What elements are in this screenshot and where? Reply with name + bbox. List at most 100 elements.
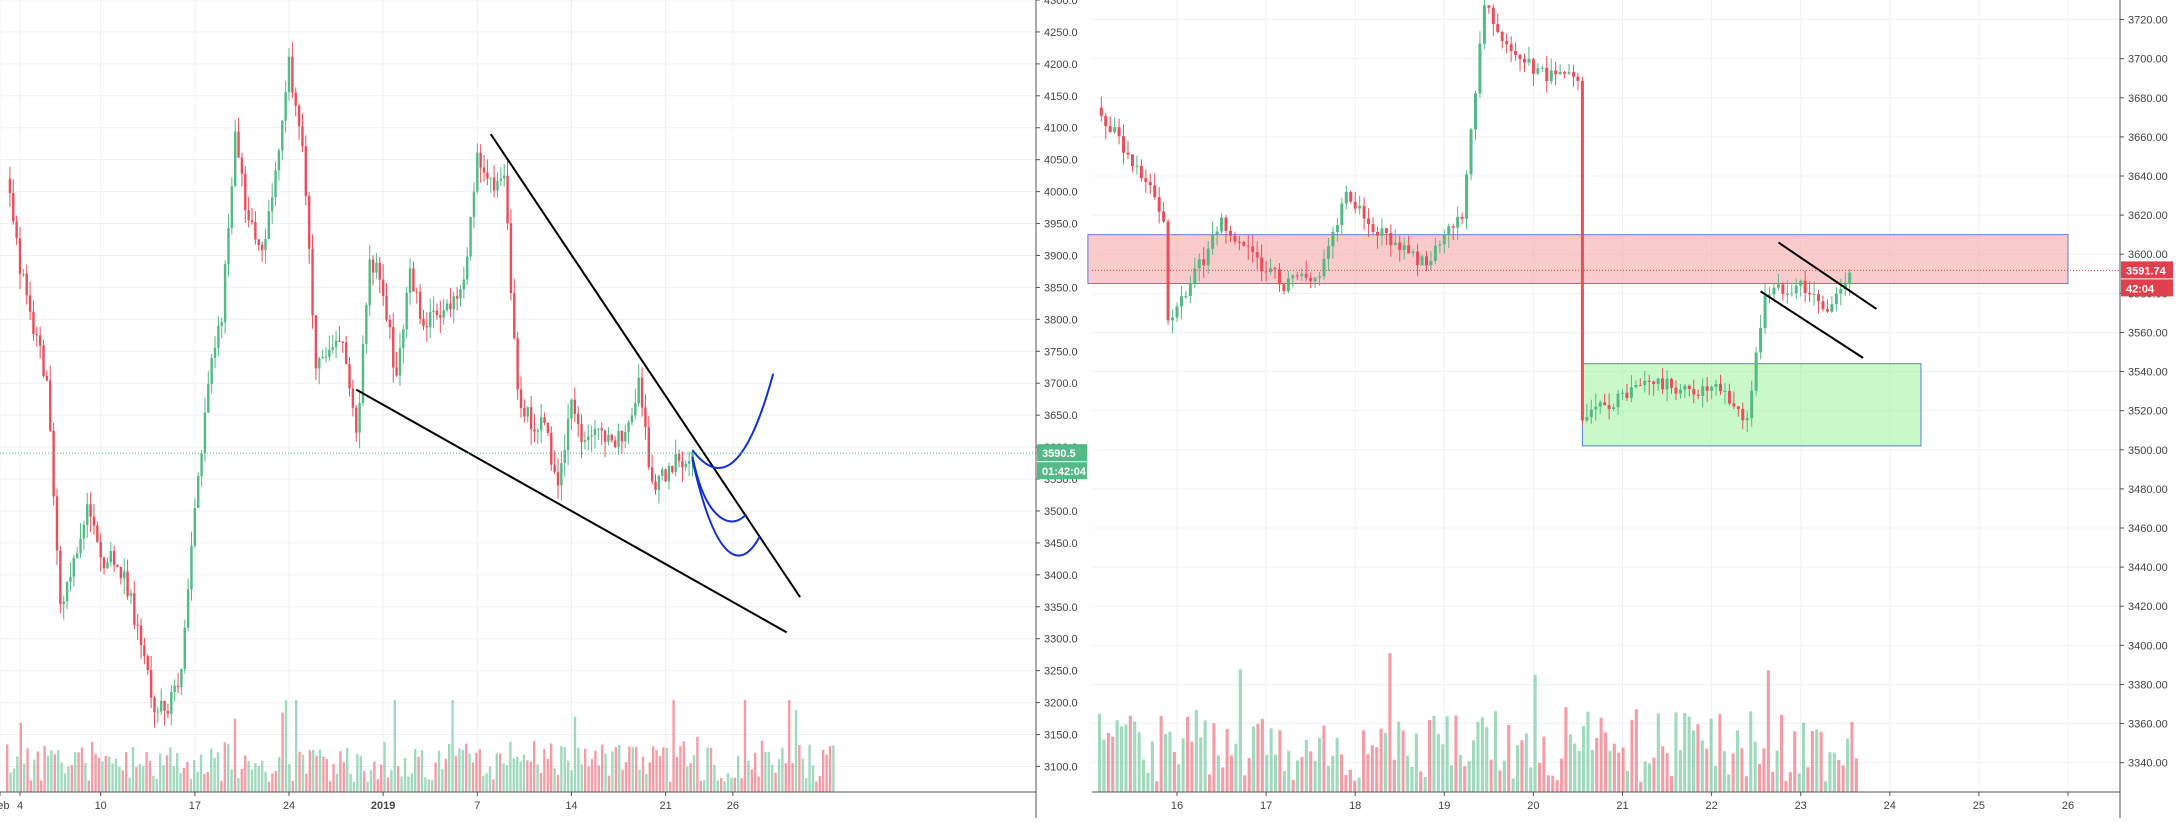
- candle-body[interactable]: [1812, 294, 1816, 296]
- candle-body[interactable]: [1402, 245, 1406, 250]
- candle-body[interactable]: [351, 388, 355, 408]
- candle-body[interactable]: [1108, 126, 1112, 133]
- candle-body[interactable]: [160, 701, 163, 712]
- candle-body[interactable]: [1433, 245, 1437, 261]
- candle-body[interactable]: [509, 223, 513, 293]
- candle-body[interactable]: [1135, 165, 1139, 167]
- candle-body[interactable]: [523, 407, 526, 417]
- candle-body[interactable]: [543, 417, 546, 423]
- candle-body[interactable]: [499, 178, 503, 181]
- candle-body[interactable]: [1220, 217, 1224, 232]
- candle-body[interactable]: [1727, 390, 1731, 404]
- candle-body[interactable]: [1099, 107, 1103, 116]
- candle-body[interactable]: [1255, 252, 1259, 258]
- candle-body[interactable]: [163, 701, 166, 711]
- candle-body[interactable]: [65, 582, 69, 602]
- candle-body[interactable]: [89, 504, 92, 517]
- candle-body[interactable]: [277, 150, 281, 171]
- candle-body[interactable]: [402, 329, 405, 348]
- candle-body[interactable]: [1188, 283, 1192, 296]
- candle-body[interactable]: [15, 221, 18, 239]
- candle-body[interactable]: [1318, 276, 1322, 278]
- candle-body[interactable]: [55, 496, 59, 551]
- candle-body[interactable]: [442, 310, 445, 318]
- candle-body[interactable]: [264, 238, 267, 251]
- candle-body[interactable]: [1179, 296, 1183, 307]
- candle-body[interactable]: [1745, 418, 1749, 421]
- candle-body[interactable]: [22, 273, 25, 275]
- candle-body[interactable]: [365, 305, 368, 344]
- candle-body[interactable]: [257, 239, 260, 246]
- candle-body[interactable]: [506, 175, 509, 224]
- candle-body[interactable]: [496, 180, 499, 191]
- candle-body[interactable]: [1487, 5, 1491, 8]
- candle-body[interactable]: [1607, 405, 1611, 410]
- candle-body[interactable]: [1848, 272, 1852, 285]
- candle-body[interactable]: [1260, 257, 1264, 272]
- candle-body[interactable]: [1563, 72, 1567, 74]
- candle-body[interactable]: [1144, 178, 1148, 182]
- candle-body[interactable]: [281, 120, 284, 151]
- candle-body[interactable]: [123, 571, 126, 579]
- candle-body[interactable]: [230, 186, 234, 228]
- candle-body[interactable]: [459, 289, 462, 299]
- candle-body[interactable]: [297, 105, 301, 127]
- candle-body[interactable]: [671, 465, 674, 473]
- candle-body[interactable]: [1184, 295, 1188, 297]
- candle-body[interactable]: [654, 481, 657, 490]
- candle-body[interactable]: [1451, 226, 1455, 228]
- candle-body[interactable]: [1447, 226, 1451, 235]
- trendline[interactable]: [355, 388, 788, 634]
- candle-body[interactable]: [254, 222, 257, 240]
- candle-body[interactable]: [1162, 211, 1166, 222]
- candle-body[interactable]: [173, 685, 176, 692]
- candle-body[interactable]: [1304, 273, 1308, 278]
- candle-body[interactable]: [1808, 292, 1812, 295]
- candle-body[interactable]: [486, 172, 489, 179]
- candle-body[interactable]: [566, 418, 570, 450]
- candle-body[interactable]: [1634, 385, 1638, 388]
- candle-body[interactable]: [1580, 80, 1584, 421]
- candle-body[interactable]: [1416, 251, 1420, 266]
- candle-body[interactable]: [304, 146, 308, 197]
- candle-body[interactable]: [687, 461, 691, 464]
- candle-body[interactable]: [1696, 394, 1700, 396]
- candle-body[interactable]: [146, 656, 149, 671]
- candle-body[interactable]: [1652, 381, 1656, 385]
- candle-body[interactable]: [311, 248, 314, 316]
- candle-body[interactable]: [274, 170, 277, 198]
- candle-body[interactable]: [627, 422, 630, 433]
- candle-body[interactable]: [385, 295, 388, 320]
- candle-body[interactable]: [516, 338, 519, 390]
- candle-body[interactable]: [583, 440, 587, 443]
- candle-body[interactable]: [1558, 72, 1562, 75]
- candle-body[interactable]: [143, 645, 146, 657]
- candle-body[interactable]: [650, 467, 654, 482]
- candle-body[interactable]: [576, 413, 580, 425]
- candle-body[interactable]: [334, 340, 338, 348]
- candle-body[interactable]: [1157, 197, 1161, 212]
- candle-body[interactable]: [1211, 234, 1215, 249]
- candle-body[interactable]: [1834, 293, 1838, 305]
- candle-body[interactable]: [328, 349, 331, 357]
- candle-body[interactable]: [1571, 72, 1575, 77]
- candle-body[interactable]: [270, 197, 274, 212]
- candle-body[interactable]: [1741, 408, 1745, 421]
- candle-body[interactable]: [1719, 383, 1723, 392]
- candle-body[interactable]: [321, 356, 324, 359]
- candle-body[interactable]: [1380, 228, 1384, 236]
- candle-body[interactable]: [422, 318, 425, 327]
- candle-body[interactable]: [210, 358, 213, 384]
- candle-body[interactable]: [489, 177, 492, 179]
- candle-body[interactable]: [1772, 287, 1776, 295]
- candle-body[interactable]: [415, 291, 418, 293]
- candle-body[interactable]: [691, 451, 694, 462]
- candle-body[interactable]: [1228, 230, 1232, 236]
- candle-body[interactable]: [563, 449, 566, 464]
- candle-body[interactable]: [684, 463, 687, 468]
- candle-body[interactable]: [106, 562, 109, 569]
- candle-body[interactable]: [553, 464, 556, 473]
- candle-body[interactable]: [348, 364, 351, 389]
- candle-body[interactable]: [550, 432, 553, 465]
- candle-body[interactable]: [291, 56, 294, 93]
